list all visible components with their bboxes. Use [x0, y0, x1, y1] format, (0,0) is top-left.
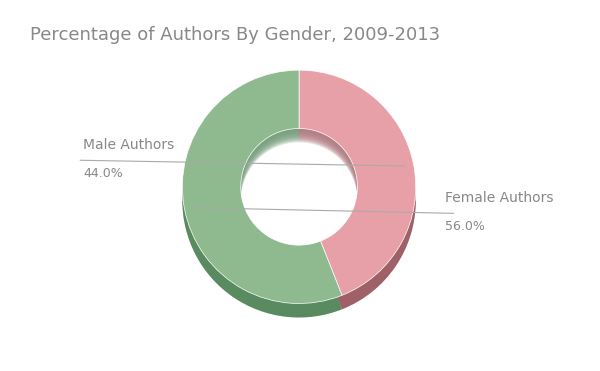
Wedge shape [182, 84, 342, 318]
Wedge shape [182, 79, 342, 312]
Text: Male Authors: Male Authors [83, 138, 175, 152]
Wedge shape [299, 83, 416, 308]
Wedge shape [299, 77, 416, 302]
Wedge shape [182, 81, 342, 314]
Wedge shape [182, 82, 342, 315]
Text: 56.0%: 56.0% [445, 220, 485, 233]
Wedge shape [299, 80, 416, 305]
Wedge shape [299, 78, 416, 303]
Wedge shape [182, 78, 342, 311]
Wedge shape [299, 81, 416, 306]
Wedge shape [182, 83, 342, 316]
Wedge shape [182, 80, 342, 313]
Wedge shape [299, 82, 416, 307]
Text: Female Authors: Female Authors [445, 191, 553, 205]
Wedge shape [299, 70, 416, 295]
Wedge shape [299, 76, 416, 302]
Wedge shape [299, 79, 416, 304]
Wedge shape [182, 83, 342, 317]
Wedge shape [299, 79, 416, 304]
Wedge shape [182, 201, 342, 318]
Text: 44.0%: 44.0% [83, 167, 123, 180]
Wedge shape [299, 81, 416, 306]
Wedge shape [182, 79, 342, 313]
Wedge shape [299, 76, 416, 301]
Wedge shape [299, 83, 416, 309]
Wedge shape [182, 77, 342, 311]
Wedge shape [182, 76, 342, 309]
Wedge shape [299, 84, 416, 309]
Wedge shape [320, 201, 416, 309]
Wedge shape [182, 70, 342, 303]
Text: Percentage of Authors By Gender, 2009-2013: Percentage of Authors By Gender, 2009-20… [30, 26, 440, 44]
Wedge shape [182, 76, 342, 310]
Wedge shape [182, 81, 342, 315]
